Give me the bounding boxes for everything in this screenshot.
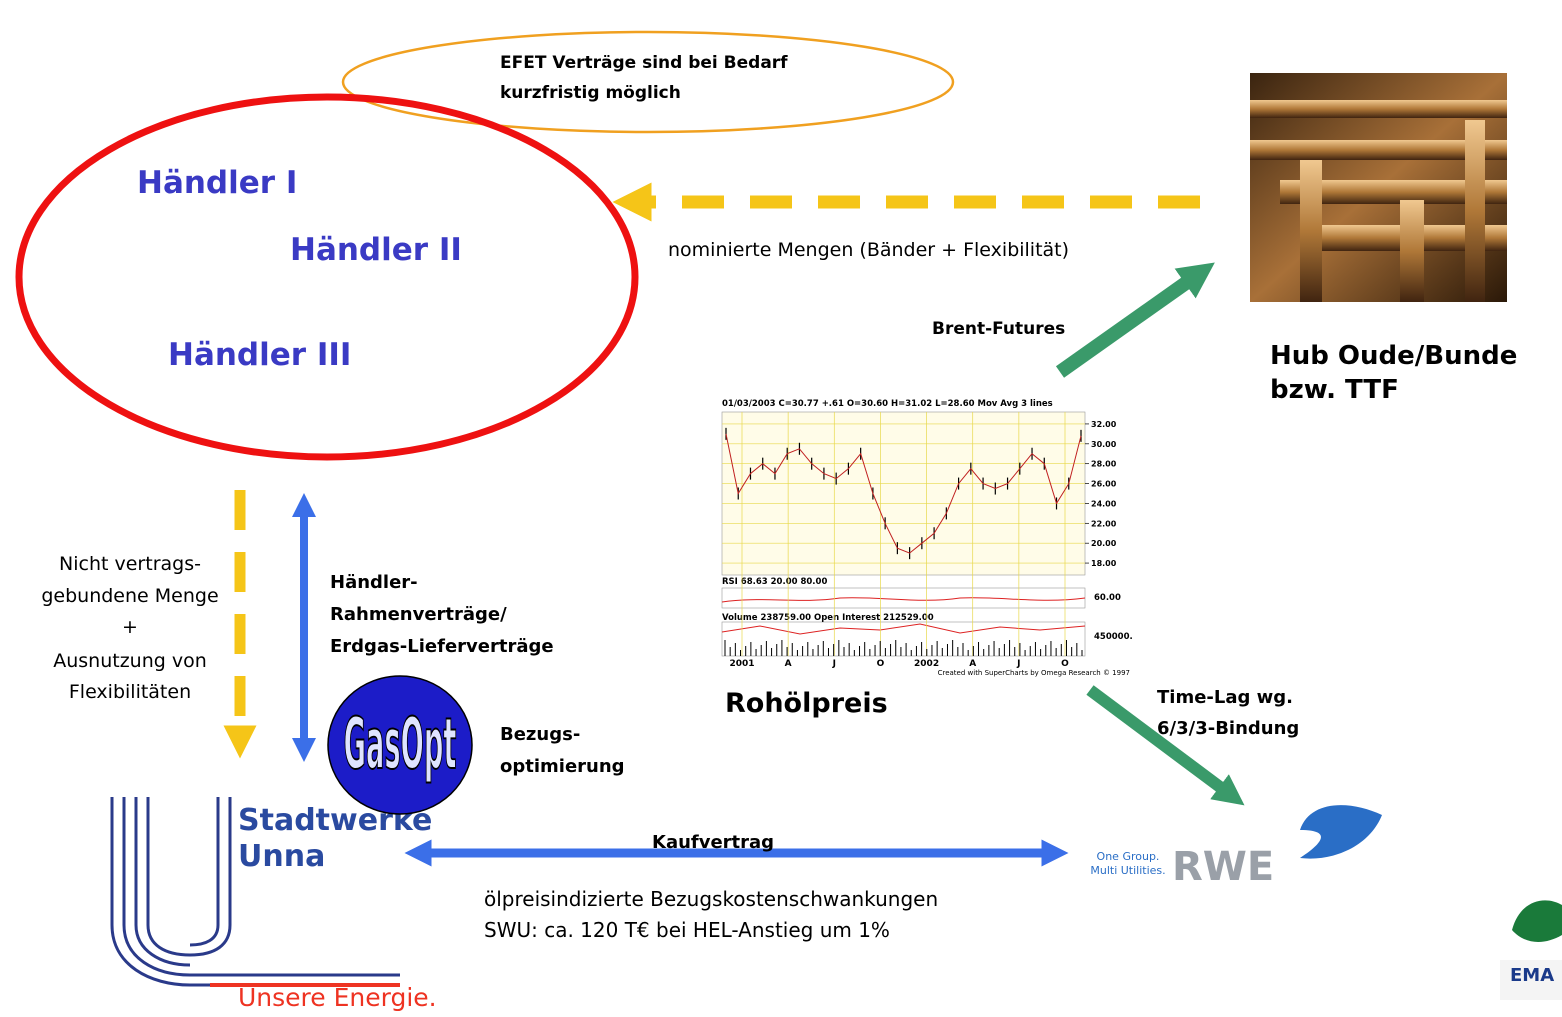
x-tick-label: A	[785, 659, 792, 669]
diagram: EFET Verträge sind bei Bedarf kurzfristi…	[0, 0, 1562, 1017]
volume-label: Volume 238759.00 Open Interest 212529.00	[722, 613, 934, 623]
swu-name: Unna	[238, 839, 325, 874]
y-tick-label: 32.00	[1091, 420, 1117, 429]
x-tick-label: O	[1061, 659, 1069, 669]
gasopt-label: Bezugs-	[500, 724, 580, 745]
chart-credit: Created with SuperCharts by Omega Resear…	[938, 669, 1130, 677]
efet-note: EFET Verträge sind bei Bedarf	[500, 53, 788, 73]
hub-label: bzw. TTF	[1270, 375, 1399, 405]
chart-header: 01/03/2003 C=30.77 +.61 O=30.60 H=31.02 …	[722, 399, 1053, 409]
rwe-name: RWE	[1172, 844, 1274, 890]
rwe-tagline: Multi Utilities.	[1090, 864, 1165, 877]
y-tick-label: 30.00	[1091, 440, 1117, 449]
non-contract-note: +	[122, 616, 138, 638]
hub-label: Hub Oude/Bunde	[1270, 341, 1517, 371]
framework-label: Rahmenverträge/	[330, 604, 507, 625]
gasopt-label: optimierung	[500, 756, 625, 777]
purchase-label: Kaufvertrag	[652, 832, 774, 853]
efet-note: kurzfristig möglich	[500, 83, 681, 103]
rwe-logo: One Group. Multi Utilities. RWE	[1090, 805, 1382, 890]
non-contract-note: gebundene Menge	[41, 585, 218, 607]
non-contract-note: Ausnutzung von	[53, 650, 207, 672]
non-contract-note: Flexibilitäten	[69, 681, 191, 703]
page: EFET Verträge sind bei Bedarf kurzfristi…	[0, 0, 1562, 1017]
volume-tick: 450000.	[1094, 632, 1133, 642]
hub-picture	[1250, 73, 1507, 302]
oil-label: Rohölpreis	[725, 688, 888, 719]
trader: Händler II	[290, 232, 462, 268]
y-tick-label: 22.00	[1091, 519, 1117, 528]
trader: Händler III	[168, 337, 351, 373]
swu-slogan: Unsere Energie.	[238, 983, 437, 1012]
x-tick-label: O	[877, 659, 885, 669]
rsi-tick: 60.00	[1094, 593, 1121, 603]
emas-name: EMA	[1510, 965, 1554, 986]
y-tick-label: 24.00	[1091, 499, 1117, 508]
x-tick-label: 2002	[914, 659, 939, 669]
y-tick-label: 18.00	[1091, 559, 1117, 568]
non-contract-note: Nicht vertrags-	[59, 553, 201, 575]
brent-label: Brent-Futures	[932, 319, 1065, 339]
x-tick-label: J	[832, 659, 836, 669]
nomination-label: nominierte Mengen (Bänder + Flexibilität…	[668, 239, 1069, 261]
rsi-panel	[722, 588, 1085, 608]
gasopt-name: GasOpt	[344, 702, 457, 785]
x-tick-label: J	[1016, 659, 1020, 669]
oil-chart: 01/03/2003 C=30.77 +.61 O=30.60 H=31.02 …	[718, 398, 1133, 680]
framework-label: Erdgas-Lieferverträge	[330, 636, 554, 657]
y-tick-label: 26.00	[1091, 480, 1117, 489]
traders-ellipse	[19, 97, 635, 457]
trader: Händler I	[137, 165, 297, 201]
rsi-label: RSI 68.63 20.00 80.00	[722, 577, 827, 587]
rwe-tagline: One Group.	[1097, 850, 1160, 863]
y-tick-label: 20.00	[1091, 539, 1117, 548]
time-lag-label: Time-Lag wg.	[1157, 687, 1293, 708]
x-tick-label: 2001	[729, 659, 754, 669]
y-tick-label: 28.00	[1091, 460, 1117, 469]
brent-arrow	[1060, 273, 1200, 372]
cost-note: ölpreisindizierte Bezugskostenschwankung…	[484, 887, 938, 911]
efet-ellipse	[343, 32, 953, 132]
framework-label: Händler-	[330, 572, 418, 593]
cost-note: SWU: ca. 120 T€ bei HEL-Anstieg um 1%	[484, 918, 890, 942]
x-tick-label: A	[969, 659, 976, 669]
time-lag-label: 6/3/3-Bindung	[1157, 718, 1299, 739]
